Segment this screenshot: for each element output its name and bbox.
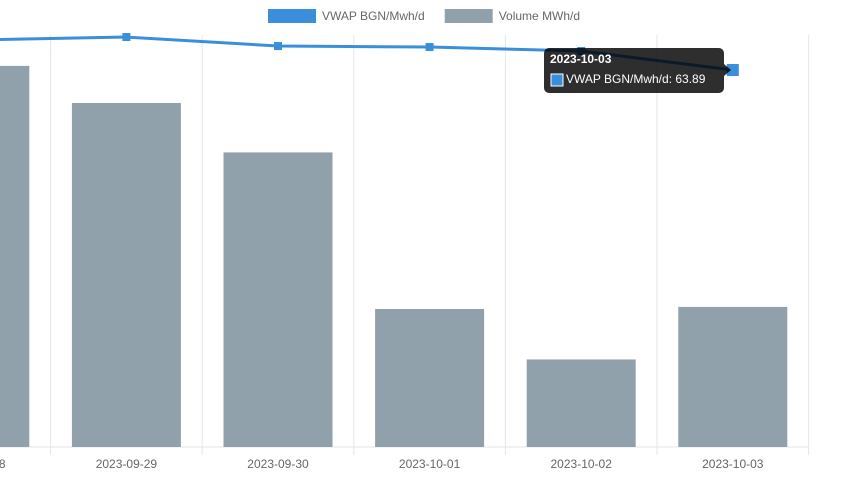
tooltip-swatch	[550, 73, 564, 87]
tooltip-caret	[724, 64, 731, 76]
tooltip-box	[544, 48, 724, 93]
legend: VWAP BGN/Mwh/d Volume MWh/d	[268, 9, 580, 23]
x-tick-label: 2023-09-29	[96, 457, 158, 471]
x-tick-label: 2023-10-01	[399, 457, 461, 471]
line-point	[122, 33, 131, 42]
legend-swatch	[444, 9, 493, 23]
legend-label: Volume MWh/d	[499, 9, 580, 23]
bar	[0, 65, 30, 448]
bar	[223, 152, 333, 448]
x-tick-label: 2023-09-28	[0, 457, 6, 471]
line-point	[274, 42, 282, 51]
x-tick-label: 2023-09-30	[247, 457, 309, 471]
tooltip-title: 2023-10-03	[550, 52, 612, 66]
legend-swatch	[268, 9, 316, 23]
bar	[375, 308, 485, 447]
bar	[71, 102, 181, 447]
line-point	[726, 63, 739, 76]
tooltip-label: VWAP BGN/Mwh/d: 63.89	[566, 72, 706, 86]
legend-label: VWAP BGN/Mwh/d	[322, 9, 425, 23]
bar	[526, 359, 636, 447]
tooltip: 2023-10-03 VWAP BGN/Mwh/d: 63.89	[544, 48, 731, 93]
bar	[678, 306, 788, 447]
x-tick-label: 2023-10-03	[702, 457, 764, 471]
line-point	[425, 43, 434, 52]
legend-item[interactable]: Volume MWh/d	[444, 9, 580, 23]
legend-item[interactable]: VWAP BGN/Mwh/d	[268, 9, 425, 23]
x-tick-label: 2023-10-02	[551, 457, 613, 471]
